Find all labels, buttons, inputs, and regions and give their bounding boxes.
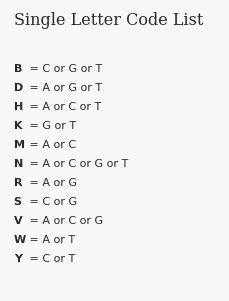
Text: B: B	[14, 64, 22, 74]
Text: = G or T: = G or T	[26, 121, 76, 131]
Text: W: W	[14, 235, 26, 245]
Text: = A or G or T: = A or G or T	[26, 83, 102, 93]
Text: H: H	[14, 102, 23, 112]
Text: S: S	[14, 197, 22, 207]
Text: = A or C: = A or C	[26, 140, 76, 150]
Text: N: N	[14, 159, 23, 169]
Text: R: R	[14, 178, 22, 188]
Text: M: M	[14, 140, 25, 150]
Text: Single Letter Code List: Single Letter Code List	[14, 12, 203, 29]
Text: K: K	[14, 121, 22, 131]
Text: = C or G or T: = C or G or T	[26, 64, 103, 74]
Text: = A or C or T: = A or C or T	[26, 102, 102, 112]
Text: = A or C or G: = A or C or G	[26, 216, 104, 226]
Text: = A or G: = A or G	[26, 178, 77, 188]
Text: = C or G: = C or G	[26, 197, 77, 207]
Text: Y: Y	[14, 254, 22, 264]
Text: V: V	[14, 216, 22, 226]
Text: = A or T: = A or T	[26, 235, 76, 245]
Text: D: D	[14, 83, 23, 93]
Text: = C or T: = C or T	[26, 254, 76, 264]
Text: = A or C or G or T: = A or C or G or T	[26, 159, 129, 169]
